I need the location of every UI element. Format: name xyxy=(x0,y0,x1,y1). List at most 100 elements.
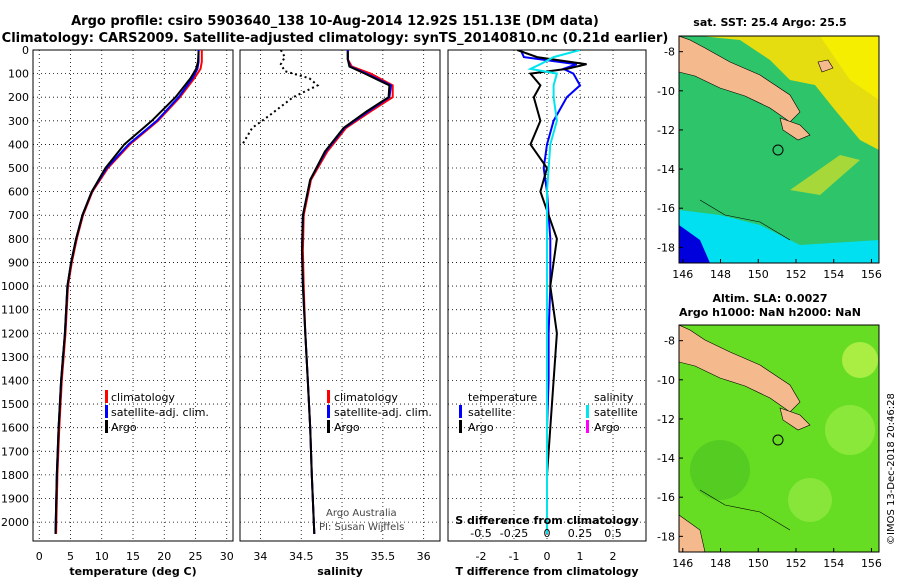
argo-australia-note: Argo Australia xyxy=(326,508,397,519)
y-tick-label: 0 xyxy=(22,44,29,57)
legend-label-t-satellite: satellite xyxy=(468,406,512,419)
s-tick-label: 0.5 xyxy=(604,527,622,540)
map-x-tick-label: 156 xyxy=(861,557,882,570)
x-tick-label: 35 xyxy=(335,550,349,563)
series-line xyxy=(241,50,320,145)
y-tick-label: 1900 xyxy=(1,493,29,506)
map-y-tick-label: -8 xyxy=(664,46,675,59)
legend-swatch-t-argo xyxy=(459,420,462,433)
series-line xyxy=(300,51,391,534)
legend-label-climatology: climatology xyxy=(334,391,398,404)
map-x-tick-label: 150 xyxy=(748,557,769,570)
map-x-tick-label: 150 xyxy=(748,268,769,281)
title-line2: Climatology: CARS2009. Satellite-adjuste… xyxy=(2,31,669,46)
series-line xyxy=(54,50,200,534)
x-tick-label: -2 xyxy=(476,550,487,563)
y-tick-label: 700 xyxy=(8,209,29,222)
temperature-xlabel: temperature (deg C) xyxy=(69,565,196,578)
map-x-tick-label: 154 xyxy=(823,557,844,570)
legend-swatch-argo xyxy=(327,420,330,433)
map-x-tick-label: 154 xyxy=(823,268,844,281)
temperature-legend: climatology satellite-adj. clim. Argo xyxy=(105,390,209,434)
x-tick-label: 2 xyxy=(610,550,617,563)
legend-swatch-satellite xyxy=(327,405,330,418)
y-tick-label: 1100 xyxy=(1,304,29,317)
legend-label-t-argo: Argo xyxy=(468,421,494,434)
y-tick-label: 1000 xyxy=(1,280,29,293)
y-tick-label: 1700 xyxy=(1,445,29,458)
y-tick-label: 400 xyxy=(8,138,29,151)
map-x-tick-label: 152 xyxy=(785,557,806,570)
map-x-tick-label: 146 xyxy=(672,268,693,281)
series-line xyxy=(300,50,393,534)
temperature-panel xyxy=(32,49,234,542)
map-x-tick-label: 156 xyxy=(861,268,882,281)
legend-swatch-t-satellite xyxy=(459,405,462,418)
legend-swatch-argo xyxy=(105,420,108,433)
difference-xlabel: T difference from climatology xyxy=(455,565,638,578)
x-tick-label: 20 xyxy=(157,550,171,563)
x-tick-label: 0 xyxy=(36,550,43,563)
sst-map xyxy=(679,36,879,263)
credit-stamp: ©IMOS 13-Dec-2018 20:46:28 xyxy=(886,393,897,545)
legend-label-satellite: satellite-adj. clim. xyxy=(334,406,432,419)
sst-map-frame xyxy=(678,35,880,264)
series-line xyxy=(54,51,200,534)
legend-swatch-climatology xyxy=(327,390,330,403)
argo-position-marker xyxy=(772,144,784,156)
y-tick-label: 800 xyxy=(8,233,29,246)
legend-label-climatology: climatology xyxy=(111,391,175,404)
y-tick-label: 200 xyxy=(8,91,29,104)
y-tick-label: 600 xyxy=(8,186,29,199)
map-x-tick-label: 148 xyxy=(710,268,731,281)
title-line1: Argo profile: csiro 5903640_138 10-Aug-2… xyxy=(71,14,599,29)
y-tick-label: 1500 xyxy=(1,398,29,411)
x-tick-label: 34 xyxy=(253,550,267,563)
legend-label-satellite: satellite-adj. clim. xyxy=(111,406,209,419)
map-y-tick-label: -14 xyxy=(657,163,675,176)
legend-swatch-s-argo xyxy=(586,420,589,433)
map-y-tick-label: -18 xyxy=(657,530,675,543)
x-tick-label: 34.5 xyxy=(289,550,314,563)
map-y-tick-label: -10 xyxy=(657,85,675,98)
y-tick-label: 1400 xyxy=(1,374,29,387)
x-tick-label: 25 xyxy=(189,550,203,563)
difference-legend: temperature satellite Argo salinity sate… xyxy=(459,391,638,434)
legend-title-temperature: temperature xyxy=(468,391,537,404)
legend-label-argo: Argo xyxy=(334,421,360,434)
x-tick-label: 15 xyxy=(126,550,140,563)
salinity-legend: climatology satellite-adj. clim. Argo xyxy=(327,390,432,434)
y-tick-label: 1300 xyxy=(1,351,29,364)
salinity-xlabel: salinity xyxy=(317,565,363,578)
y-tick-label: 500 xyxy=(8,162,29,175)
series-line xyxy=(527,50,581,534)
x-tick-label: 5 xyxy=(67,550,74,563)
y-tick-label: 900 xyxy=(8,256,29,269)
legend-label-s-satellite: satellite xyxy=(594,406,638,419)
legend-label-argo: Argo xyxy=(111,421,137,434)
legend-swatch-satellite xyxy=(105,405,108,418)
sla-title-line1: Altim. SLA: 0.0027 xyxy=(712,292,827,305)
s-tick-label: -0.25 xyxy=(500,527,528,540)
map-y-tick-label: -14 xyxy=(657,452,675,465)
s-tick-label: -0.5 xyxy=(470,527,491,540)
sla-title-line2: Argo h1000: NaN h2000: NaN xyxy=(679,306,861,319)
sla-map-frame xyxy=(678,324,880,553)
legend-swatch-s-satellite xyxy=(586,405,589,418)
pi-note: PI: Susan Wijffels xyxy=(319,522,404,533)
x-tick-label: 0 xyxy=(544,550,551,563)
x-tick-label: 35.5 xyxy=(371,550,396,563)
map-x-tick-label: 146 xyxy=(672,557,693,570)
s-tick-label: 0.25 xyxy=(568,527,593,540)
series-line xyxy=(301,50,394,534)
argo-position-marker xyxy=(772,434,784,446)
salinity-panel xyxy=(239,49,441,542)
y-tick-label: 1600 xyxy=(1,422,29,435)
x-tick-label: 10 xyxy=(95,550,109,563)
map-x-tick-label: 148 xyxy=(710,557,731,570)
map-y-tick-label: -12 xyxy=(657,413,675,426)
y-tick-label: 1200 xyxy=(1,327,29,340)
y-tick-label: 1800 xyxy=(1,469,29,482)
sst-map-title: sat. SST: 25.4 Argo: 25.5 xyxy=(693,16,846,29)
